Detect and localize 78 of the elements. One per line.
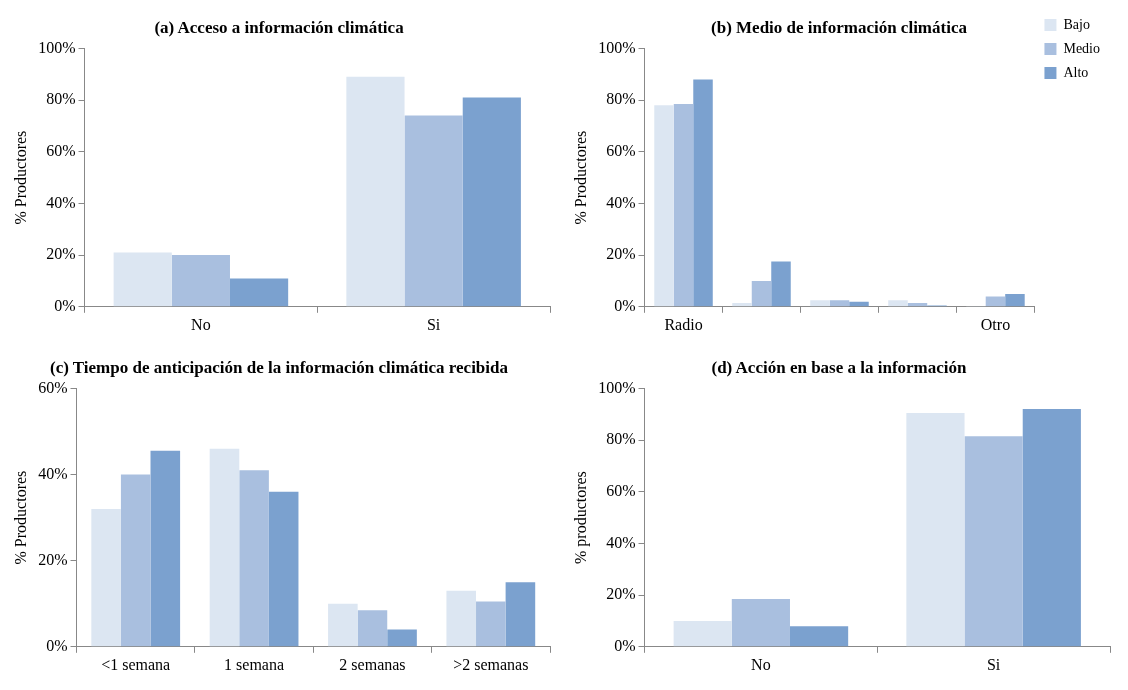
bar: [654, 105, 674, 307]
bar: [229, 278, 289, 307]
y-tick-label: 80%: [606, 430, 636, 448]
y-tick-label: 20%: [606, 245, 636, 263]
bar: [462, 97, 521, 307]
bar: [829, 300, 850, 307]
legend-label: Bajo: [1063, 16, 1090, 32]
x-tick-label: Radio: [664, 315, 703, 333]
bar: [91, 508, 121, 647]
y-tick-label: 60%: [606, 141, 636, 159]
bar: [328, 603, 358, 647]
x-tick-label: 2 semanas: [339, 655, 406, 673]
bar: [357, 610, 388, 647]
bar: [113, 252, 172, 307]
x-tick-label: No: [191, 315, 211, 333]
y-axis-title: % productores: [571, 471, 590, 565]
chart-title: (b) Medio de información climática: [711, 17, 968, 37]
bar: [171, 255, 230, 307]
bar: [964, 436, 1023, 647]
bar: [476, 601, 506, 647]
y-tick-label: 20%: [46, 245, 76, 263]
x-tick-label: Si: [426, 315, 441, 333]
bar: [387, 629, 417, 647]
x-tick-label: <1 semana: [101, 655, 171, 673]
y-tick-label: 0%: [614, 637, 636, 654]
y-tick-label: 40%: [606, 193, 636, 211]
bar: [346, 76, 405, 307]
y-tick-label: 80%: [46, 90, 76, 108]
y-tick-label: 20%: [38, 550, 68, 568]
bar: [446, 590, 477, 647]
y-axis-title: % Productores: [571, 130, 589, 225]
bar: [150, 450, 181, 647]
bar: [239, 470, 269, 647]
bar: [1005, 293, 1025, 307]
chart-title: (d) Acción en base a la información: [711, 357, 968, 377]
bar: [404, 115, 463, 307]
bar: [771, 261, 791, 307]
y-tick-label: 40%: [46, 193, 76, 211]
y-tick-label: 60%: [606, 481, 636, 499]
bar: [732, 302, 752, 307]
bar: [906, 412, 965, 647]
bar: [789, 626, 849, 647]
bar: [1022, 409, 1081, 647]
y-axis-title: % Productores: [11, 130, 29, 225]
y-tick-label: 20%: [606, 585, 636, 603]
chart-title: (c) Tiempo de anticipación de la información climática recibida: [49, 357, 509, 377]
bar: [673, 620, 732, 647]
bar: [731, 599, 790, 647]
x-tick-label: Si: [986, 655, 1001, 673]
bar: [505, 582, 536, 647]
bar: [985, 296, 1006, 307]
legend-label: Alto: [1063, 64, 1089, 80]
chart-title: (a) Acceso a información climática: [154, 17, 405, 37]
bar: [268, 491, 299, 647]
bar: [751, 280, 772, 307]
bar: [673, 103, 694, 307]
bar: [810, 300, 830, 307]
bar: [693, 79, 713, 307]
x-tick-label: Otro: [980, 315, 1011, 333]
y-tick-label: 100%: [598, 38, 636, 56]
y-tick-label: 60%: [38, 378, 68, 396]
y-tick-label: 100%: [598, 378, 636, 396]
y-tick-label: 60%: [46, 141, 76, 159]
y-tick-label: 0%: [46, 637, 68, 654]
x-tick-label: 1 semana: [224, 655, 285, 673]
bar: [888, 300, 908, 307]
bar: [120, 474, 151, 647]
bar: [209, 448, 240, 647]
y-tick-label: 40%: [606, 533, 636, 551]
y-tick-label: 80%: [606, 90, 636, 108]
y-tick-label: 0%: [54, 297, 76, 314]
x-tick-label: No: [751, 655, 771, 673]
legend-label: Medio: [1063, 40, 1101, 56]
y-tick-label: 0%: [614, 297, 636, 314]
y-tick-label: 40%: [38, 464, 68, 482]
y-tick-label: 100%: [38, 38, 76, 56]
y-axis-title: % Productores: [11, 470, 29, 565]
x-tick-label: >2 semanas: [453, 655, 529, 673]
